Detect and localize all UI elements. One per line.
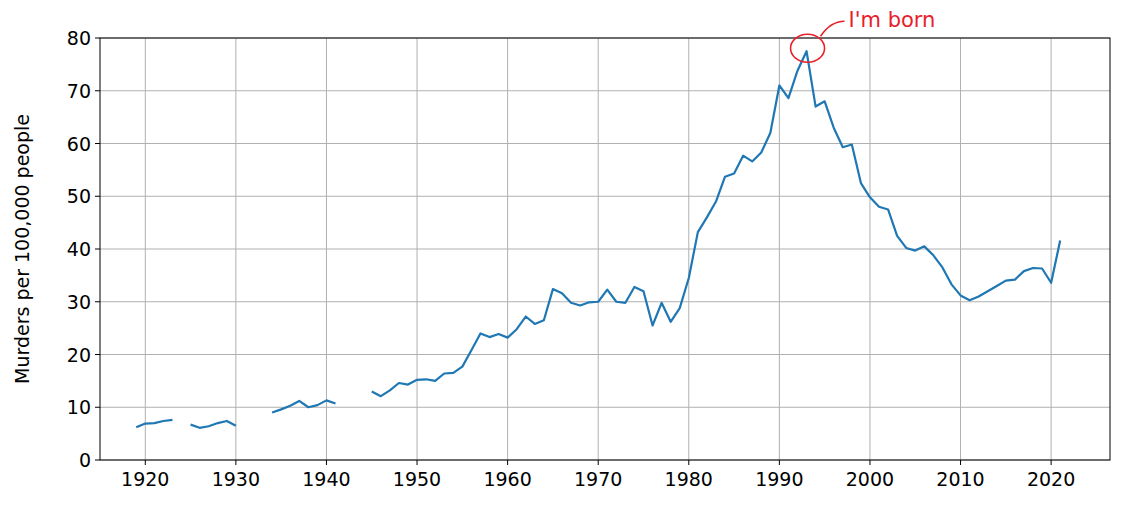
x-tick — [145, 460, 146, 465]
y-tick — [95, 90, 100, 91]
x-tick-label: 1930 — [212, 468, 260, 490]
y-tick-label: 60 — [67, 133, 91, 155]
y-axis-label: Murders per 100,000 people — [11, 114, 33, 384]
x-tick-label: 1950 — [393, 468, 441, 490]
y-tick-label: 10 — [67, 396, 91, 418]
x-tick — [960, 460, 961, 465]
y-tick-label: 50 — [67, 185, 91, 207]
x-tick — [598, 460, 599, 465]
data-group — [136, 51, 1060, 428]
y-tick-label: 40 — [67, 238, 91, 260]
plot-frame — [100, 38, 1110, 460]
y-grid-line — [100, 143, 1110, 144]
annotation-text: I'm born — [849, 8, 936, 32]
x-tick — [779, 460, 780, 465]
y-grid-line — [100, 90, 1110, 91]
plot-background — [100, 38, 1110, 460]
x-tick-label: 2020 — [1027, 468, 1075, 490]
y-tick — [95, 301, 100, 302]
y-tick — [95, 354, 100, 355]
y-tick-label: 20 — [67, 344, 91, 366]
annotation-pointer — [821, 21, 845, 36]
x-tick-label: 2000 — [846, 468, 894, 490]
x-tick — [1051, 460, 1052, 465]
y-tick-label: 0 — [79, 449, 91, 471]
y-grid-line — [100, 249, 1110, 250]
x-tick — [417, 460, 418, 465]
x-tick-label: 2010 — [936, 468, 984, 490]
y-tick — [95, 460, 100, 461]
x-tick — [235, 460, 236, 465]
x-tick — [507, 460, 508, 465]
x-tick-label: 1920 — [121, 468, 169, 490]
x-tick — [326, 460, 327, 465]
y-grid-line — [100, 301, 1110, 302]
x-tick — [688, 460, 689, 465]
y-tick — [95, 196, 100, 197]
x-tick-label: 1960 — [483, 468, 531, 490]
y-grid-line — [100, 407, 1110, 408]
y-tick — [95, 38, 100, 39]
y-grid-line — [100, 354, 1110, 355]
chart: 1920193019401950196019701980199020002010… — [0, 0, 1132, 514]
annotation-circle — [791, 34, 825, 62]
x-tick-label: 1970 — [574, 468, 622, 490]
y-tick — [95, 143, 100, 144]
y-tick-label: 80 — [67, 27, 91, 49]
y-tick-label: 30 — [67, 291, 91, 313]
x-tick-label: 1980 — [665, 468, 713, 490]
x-tick — [869, 460, 870, 465]
y-tick-label: 70 — [67, 80, 91, 102]
x-tick-label: 1940 — [302, 468, 350, 490]
y-tick — [95, 249, 100, 250]
data-line — [136, 51, 1060, 428]
x-tick-label: 1990 — [755, 468, 803, 490]
y-tick — [95, 407, 100, 408]
y-grid-line — [100, 196, 1110, 197]
